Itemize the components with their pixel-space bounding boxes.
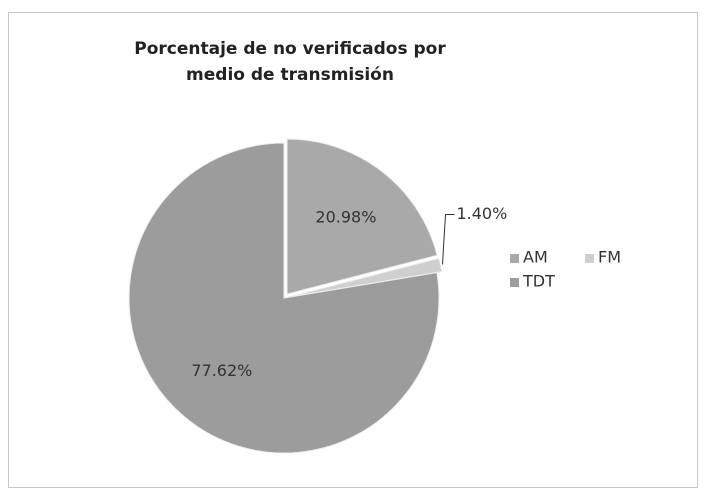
chart-frame: [8, 12, 698, 488]
pie-slice: [128, 142, 440, 454]
chart-title: Porcentaje de no verificados por medio d…: [134, 39, 446, 85]
legend-swatch: [585, 254, 594, 263]
leader-line: [441, 213, 455, 265]
legend-label: AM: [523, 248, 548, 267]
data-label: 77.62%: [191, 361, 252, 380]
legend-swatch: [510, 254, 519, 263]
data-label: 1.40%: [456, 204, 507, 223]
legend-label: FM: [598, 248, 621, 267]
pie-slice: [286, 138, 438, 295]
legend-swatch: [510, 278, 519, 287]
data-label: 20.98%: [315, 208, 376, 227]
legend-label: TDT: [522, 272, 555, 291]
pie-slice: [288, 257, 443, 298]
